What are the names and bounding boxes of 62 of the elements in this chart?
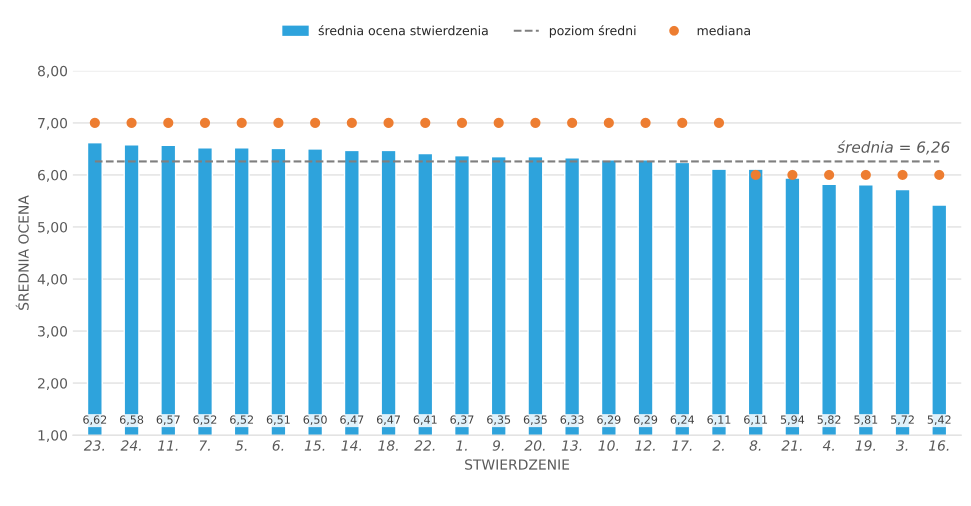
y-axis-title: ŚREDNIA OCENA xyxy=(16,195,29,310)
data-label: 6,47 xyxy=(340,415,364,425)
data-label: 6,29 xyxy=(634,415,658,425)
data-label: 6,29 xyxy=(597,415,620,425)
x-tick-label: 11. xyxy=(158,440,178,451)
data-label: 6,52 xyxy=(193,415,216,425)
legend-label: średnia ocena stwierdzenia xyxy=(318,25,488,36)
x-tick-label: 7. xyxy=(200,440,210,451)
x-tick-label: 12. xyxy=(635,440,655,451)
data-label: 6,11 xyxy=(744,415,768,425)
data-label: 6,37 xyxy=(450,415,474,425)
data-label: 6,51 xyxy=(266,415,290,425)
data-label: 6,50 xyxy=(304,415,327,425)
y-tick-label: 8,00 xyxy=(38,66,68,78)
data-label: 5,72 xyxy=(891,415,914,425)
x-tick-label: 23. xyxy=(84,440,104,451)
y-tick-label: 6,00 xyxy=(38,170,68,182)
data-label: 5,81 xyxy=(854,415,878,425)
data-label: 5,82 xyxy=(818,415,840,425)
x-tick-label: 16. xyxy=(928,440,948,451)
y-tick-label: 1,00 xyxy=(38,430,68,442)
x-tick-label: 19. xyxy=(855,440,876,451)
y-tick-label: 4,00 xyxy=(38,274,68,286)
legend-label: poziom średni xyxy=(550,25,636,38)
x-tick-label: 5. xyxy=(235,440,246,451)
data-label: 6,35 xyxy=(524,415,547,425)
data-label: 6,47 xyxy=(376,415,400,425)
x-tick-label: 6. xyxy=(272,440,284,451)
x-tick-label: 2. xyxy=(712,440,724,451)
x-tick-label: 1. xyxy=(456,440,467,451)
data-label: 6,33 xyxy=(560,415,584,425)
x-tick-label: 18. xyxy=(378,440,398,451)
data-label: 6,58 xyxy=(120,415,144,425)
x-tick-label: 3. xyxy=(896,440,908,451)
x-tick-label: 4. xyxy=(822,440,834,451)
x-tick-label: 8. xyxy=(750,440,760,451)
x-axis-title: STWIERDZENIE xyxy=(465,459,570,470)
x-tick-label: 10. xyxy=(598,440,618,451)
data-label: 6,57 xyxy=(156,415,180,425)
x-tick-label: 14. xyxy=(341,440,362,451)
x-tick-label: 13. xyxy=(562,440,582,451)
x-tick-label: 21. xyxy=(781,440,802,451)
y-tick-label: 5,00 xyxy=(38,222,68,234)
x-tick-label: 9. xyxy=(492,440,504,451)
data-label: 6,52 xyxy=(230,415,253,425)
x-tick-label: 22. xyxy=(414,440,434,451)
legend-label: mediana xyxy=(698,26,750,36)
data-label: 6,24 xyxy=(670,415,694,425)
data-label: 6,35 xyxy=(487,415,510,425)
x-tick-label: 15. xyxy=(304,440,324,451)
data-label: 6,11 xyxy=(707,415,730,425)
y-tick-label: 2,00 xyxy=(38,378,68,390)
annotation: średnia = 6,26 xyxy=(837,140,950,154)
x-tick-label: 20. xyxy=(524,440,545,451)
data-label: 5,42 xyxy=(928,415,951,425)
x-tick-label: 24. xyxy=(120,440,141,451)
x-tick-label: 17. xyxy=(672,440,692,451)
data-label: 6,62 xyxy=(83,415,106,425)
data-label: 6,41 xyxy=(414,415,437,425)
y-tick-label: 3,00 xyxy=(38,326,68,338)
data-label: 5,94 xyxy=(780,415,804,425)
y-tick-label: 7,00 xyxy=(38,118,68,130)
